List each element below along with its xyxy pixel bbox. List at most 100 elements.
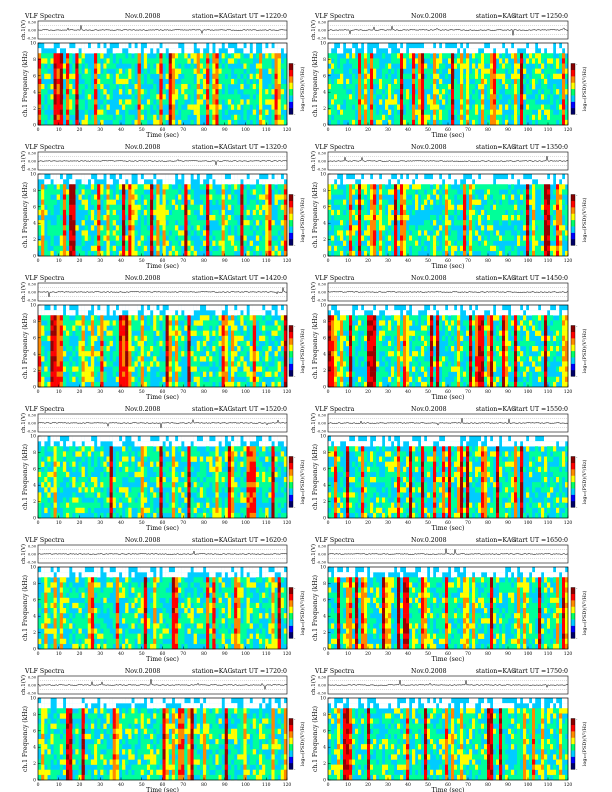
x-tick-label: 20 xyxy=(77,520,83,526)
waveform-tick: 0.30 xyxy=(28,414,37,418)
panel-station: station=KAG xyxy=(476,275,517,282)
x-tick-label: 70 xyxy=(465,389,471,395)
colorbar-label: log₁₀(PSD)(V²/Hz) xyxy=(581,591,588,636)
x-axis-label: Time (sec) xyxy=(146,132,179,139)
colorbar-tick: - xyxy=(576,455,578,460)
y-tick-label: 0 xyxy=(323,254,326,260)
x-tick-label: 0 xyxy=(37,651,40,657)
x-tick-label: 40 xyxy=(118,127,124,133)
x-axis-label: Time (sec) xyxy=(432,394,465,401)
y-tick-label: 8 xyxy=(323,319,326,325)
x-tick-label: 0 xyxy=(327,651,330,657)
y-tick-label: 6 xyxy=(33,204,36,210)
y-tick-label: 8 xyxy=(33,188,36,194)
x-tick-label: 30 xyxy=(97,127,103,133)
x-tick-label: 60 xyxy=(160,520,166,526)
panel-station: station=KAG xyxy=(192,144,233,151)
x-tick-label: 20 xyxy=(365,127,371,133)
x-tick-label: 80 xyxy=(485,651,491,657)
y-tick-label: 8 xyxy=(33,581,36,587)
x-tick-label: 60 xyxy=(445,127,451,133)
y-axis-label: ch.1 Frequency (kHz) xyxy=(312,706,319,772)
x-tick-label: 100 xyxy=(524,258,533,264)
x-tick-label: 0 xyxy=(37,127,40,133)
x-tick-label: 60 xyxy=(160,389,166,395)
y-axis-label: ch.1 Frequency (kHz) xyxy=(22,575,29,641)
y-tick-label: 10 xyxy=(320,434,326,440)
y-tick-label: 2 xyxy=(323,237,326,243)
x-tick-label: 60 xyxy=(445,782,451,788)
x-tick-label: 10 xyxy=(56,782,62,788)
colorbar: - -log₁₀(PSD)(V²/Hz) xyxy=(570,717,588,771)
x-tick-label: 120 xyxy=(564,258,573,264)
x-tick-label: 0 xyxy=(327,782,330,788)
x-tick-label: 40 xyxy=(118,520,124,526)
panel-date: Nov.0.2008 xyxy=(411,275,447,282)
colorbar-label: log₁₀(PSD)(V²/Hz) xyxy=(581,198,588,243)
x-tick-label: 40 xyxy=(405,127,411,133)
x-tick-label: 40 xyxy=(405,782,411,788)
waveform-tick: 0.30 xyxy=(28,21,37,25)
y-tick-label: 0 xyxy=(323,516,326,522)
x-tick-label: 40 xyxy=(118,782,124,788)
x-tick-label: 90 xyxy=(505,127,511,133)
y-tick-label: 8 xyxy=(33,319,36,325)
y-tick-label: 0 xyxy=(323,778,326,784)
y-tick-label: 6 xyxy=(323,466,326,472)
panel-date: Nov.0.2008 xyxy=(411,144,447,151)
panel-title: VLF Spectra xyxy=(24,668,65,675)
x-tick-label: 90 xyxy=(222,520,228,526)
waveform-ylabel: ch.1(V) xyxy=(20,20,27,40)
y-tick-label: 4 xyxy=(33,483,36,489)
colorbar: - -log₁₀(PSD)(V²/Hz) xyxy=(288,324,306,378)
y-tick-label: 2 xyxy=(323,106,326,112)
y-tick-label: 6 xyxy=(33,466,36,472)
x-tick-label: 120 xyxy=(283,520,292,526)
x-tick-label: 120 xyxy=(564,782,573,788)
x-tick-label: 30 xyxy=(385,127,391,133)
colorbar-label: log₁₀(PSD)(V²/Hz) xyxy=(299,722,306,767)
x-tick-label: 90 xyxy=(505,520,511,526)
y-axis-label: ch.1 Frequency (kHz) xyxy=(22,706,29,772)
waveform-ylabel: ch.1(V) xyxy=(20,413,27,433)
x-tick-label: 60 xyxy=(160,127,166,133)
colorbar: - -log₁₀(PSD)(V²/Hz) xyxy=(570,193,588,247)
y-tick-label: 10 xyxy=(320,172,326,178)
x-tick-label: 80 xyxy=(485,389,491,395)
x-tick-label: 30 xyxy=(97,389,103,395)
panel-station: station=KAG xyxy=(192,668,233,675)
waveform-tick: -0.30 xyxy=(27,692,37,696)
colorbar-tick: - xyxy=(576,324,578,329)
panel-start-time: start UT =1450:0 xyxy=(513,275,568,282)
panel-station: station=KAG xyxy=(192,13,233,20)
waveform-tick: 0.30 xyxy=(318,545,327,549)
x-axis-label: Time (sec) xyxy=(432,787,465,792)
x-tick-label: 20 xyxy=(77,127,83,133)
x-tick-label: 40 xyxy=(405,389,411,395)
y-tick-label: 4 xyxy=(323,483,326,489)
x-tick-label: 80 xyxy=(485,520,491,526)
x-tick-label: 110 xyxy=(262,651,271,657)
panel-title: VLF Spectra xyxy=(24,275,65,282)
y-tick-label: 6 xyxy=(33,335,36,341)
x-tick-label: 120 xyxy=(564,127,573,133)
waveform-tick: -0.30 xyxy=(317,561,327,565)
waveform-tick: 0.30 xyxy=(318,414,327,418)
x-tick-label: 70 xyxy=(465,258,471,264)
x-tick-label: 30 xyxy=(97,520,103,526)
x-tick-label: 0 xyxy=(37,258,40,264)
spectra-panel-5: VLF Spectra Nov.0.2008 station=KAG start UT… xyxy=(20,275,306,401)
waveform-ylabel: ch.1(V) xyxy=(20,544,27,564)
panel-title: VLF Spectra xyxy=(24,144,65,151)
x-tick-label: 50 xyxy=(139,651,145,657)
x-tick-label: 50 xyxy=(139,127,145,133)
x-tick-label: 30 xyxy=(385,520,391,526)
x-tick-label: 90 xyxy=(222,127,228,133)
x-tick-label: 120 xyxy=(564,389,573,395)
x-tick-label: 60 xyxy=(445,389,451,395)
